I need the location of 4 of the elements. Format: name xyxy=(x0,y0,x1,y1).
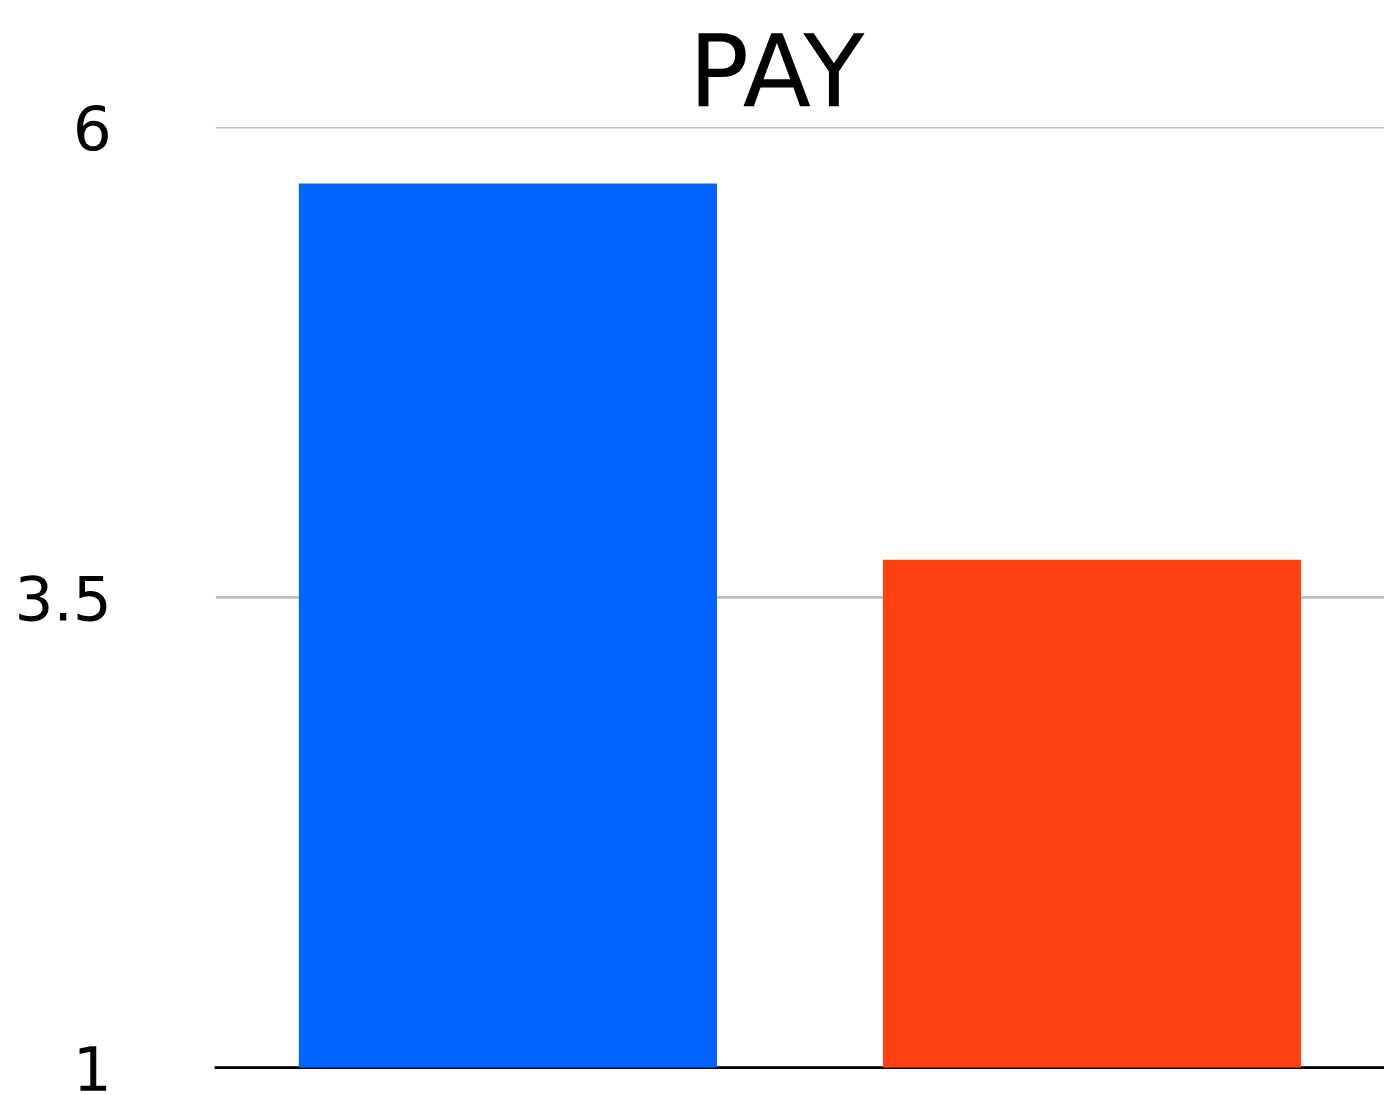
y-tick-label: 3.5 xyxy=(19,575,107,622)
chart-title: PAY xyxy=(698,33,865,107)
y-tick-label: 1 xyxy=(79,1046,107,1091)
y-tick-label: 6 xyxy=(77,104,108,152)
